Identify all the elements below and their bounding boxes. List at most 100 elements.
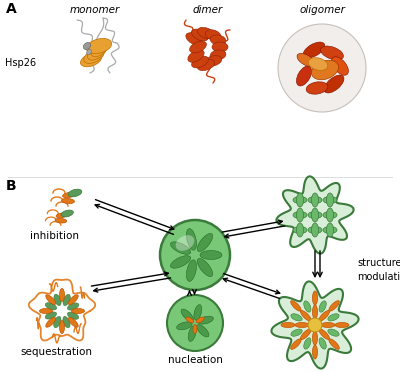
Ellipse shape (68, 317, 78, 327)
Ellipse shape (335, 323, 349, 327)
Ellipse shape (296, 208, 304, 222)
Ellipse shape (197, 325, 209, 337)
Ellipse shape (323, 226, 337, 233)
Ellipse shape (170, 256, 191, 268)
Ellipse shape (312, 291, 318, 305)
Ellipse shape (200, 251, 222, 260)
Ellipse shape (176, 322, 192, 330)
Ellipse shape (212, 42, 228, 52)
Ellipse shape (68, 189, 82, 197)
Text: sequestration: sequestration (20, 347, 92, 357)
Ellipse shape (188, 50, 204, 62)
Text: A: A (6, 2, 17, 16)
Ellipse shape (88, 44, 106, 60)
Ellipse shape (54, 294, 61, 305)
Ellipse shape (193, 325, 197, 333)
Ellipse shape (293, 211, 307, 219)
Ellipse shape (312, 345, 318, 359)
Ellipse shape (190, 41, 206, 53)
Circle shape (167, 295, 223, 351)
Ellipse shape (293, 197, 307, 204)
Ellipse shape (319, 338, 326, 349)
Ellipse shape (87, 49, 91, 55)
Ellipse shape (304, 301, 311, 312)
Ellipse shape (40, 308, 52, 313)
Ellipse shape (210, 35, 226, 45)
Ellipse shape (170, 242, 191, 254)
Ellipse shape (295, 323, 309, 327)
Ellipse shape (296, 193, 304, 207)
Ellipse shape (45, 312, 56, 319)
Ellipse shape (198, 316, 214, 324)
Ellipse shape (67, 312, 79, 319)
Ellipse shape (84, 48, 104, 63)
Ellipse shape (55, 219, 67, 223)
Ellipse shape (312, 193, 318, 207)
Ellipse shape (60, 288, 64, 301)
Ellipse shape (197, 27, 215, 39)
Ellipse shape (197, 258, 213, 276)
Ellipse shape (329, 301, 339, 311)
Text: Hsp26: Hsp26 (5, 58, 36, 68)
Ellipse shape (312, 208, 318, 222)
Ellipse shape (210, 50, 226, 60)
Ellipse shape (293, 226, 307, 233)
Ellipse shape (91, 39, 109, 57)
Ellipse shape (54, 316, 61, 328)
Ellipse shape (192, 56, 208, 68)
Ellipse shape (56, 213, 68, 218)
Ellipse shape (291, 301, 301, 311)
Ellipse shape (176, 235, 194, 251)
Ellipse shape (320, 46, 344, 60)
Ellipse shape (323, 197, 337, 204)
Polygon shape (272, 282, 358, 369)
Ellipse shape (296, 223, 304, 237)
Text: nucleation: nucleation (168, 355, 222, 365)
Ellipse shape (326, 193, 334, 207)
Text: dimer: dimer (193, 5, 223, 15)
Text: oligomer: oligomer (299, 5, 345, 15)
Ellipse shape (80, 53, 102, 67)
Circle shape (160, 220, 230, 290)
Ellipse shape (304, 338, 311, 349)
Ellipse shape (186, 260, 196, 281)
Text: inhibition: inhibition (30, 231, 79, 241)
Ellipse shape (197, 233, 213, 251)
Ellipse shape (324, 75, 344, 93)
Ellipse shape (300, 311, 311, 321)
Ellipse shape (68, 295, 78, 305)
Circle shape (278, 24, 366, 112)
Ellipse shape (319, 301, 326, 312)
Ellipse shape (186, 33, 202, 45)
Ellipse shape (291, 339, 301, 350)
Ellipse shape (308, 58, 328, 70)
Ellipse shape (197, 59, 215, 70)
Ellipse shape (194, 305, 202, 320)
Ellipse shape (308, 197, 322, 204)
Text: structure
modulation: structure modulation (357, 258, 400, 282)
Ellipse shape (62, 198, 74, 204)
Ellipse shape (312, 331, 318, 345)
Ellipse shape (281, 323, 295, 327)
Ellipse shape (188, 326, 196, 341)
Ellipse shape (60, 320, 64, 333)
Polygon shape (276, 176, 354, 254)
Ellipse shape (291, 329, 302, 336)
Ellipse shape (332, 57, 348, 75)
Ellipse shape (323, 211, 337, 219)
Ellipse shape (83, 43, 91, 50)
Ellipse shape (186, 317, 194, 323)
Ellipse shape (308, 226, 322, 233)
Ellipse shape (328, 314, 339, 321)
Ellipse shape (63, 294, 70, 305)
Ellipse shape (312, 305, 318, 319)
Ellipse shape (62, 192, 76, 198)
Ellipse shape (300, 329, 311, 339)
Ellipse shape (205, 30, 221, 40)
Ellipse shape (319, 311, 330, 321)
Ellipse shape (329, 339, 339, 350)
Ellipse shape (296, 66, 312, 86)
Ellipse shape (63, 316, 70, 328)
Ellipse shape (45, 303, 57, 310)
Ellipse shape (61, 210, 73, 217)
